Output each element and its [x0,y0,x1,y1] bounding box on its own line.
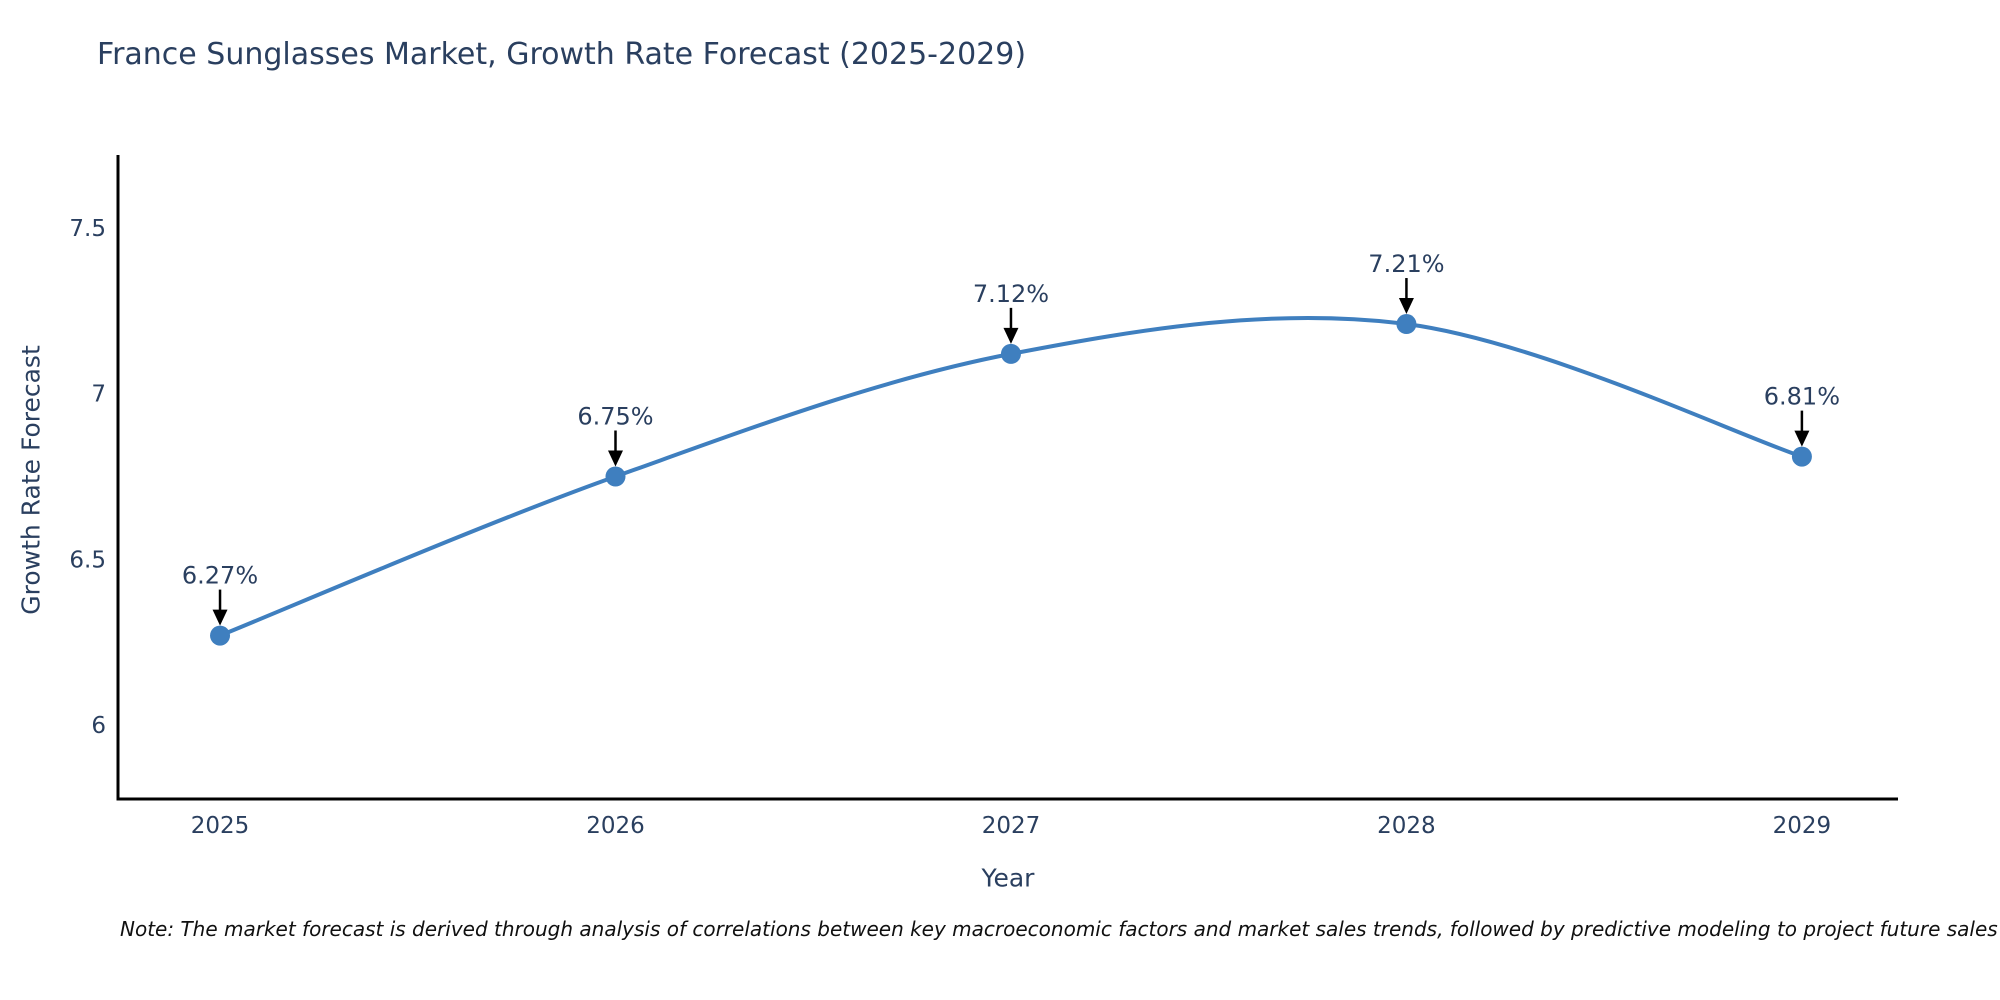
annotation-label: 6.81% [1764,383,1840,411]
annotation-label: 6.27% [182,562,258,590]
series-line [218,315,1804,638]
data-point-marker [1791,446,1812,467]
annotation-arrowhead [1794,430,1810,447]
data-point-marker [1000,343,1021,364]
annotation-label: 6.75% [577,403,653,431]
data-point-marker [210,625,231,646]
data-point-marker [605,466,626,487]
x-tick-label: 2026 [586,813,645,839]
data-point-marker [1396,314,1417,335]
x-tick-label: 2025 [191,813,250,839]
y-tick-label: 6.5 [69,547,106,573]
annotation-arrowhead [607,450,623,467]
chart-title: France Sunglasses Market, Growth Rate Fo… [97,37,1027,72]
footnote: Note: The market forecast is derived thr… [120,917,1998,941]
y-tick-label: 7 [91,382,106,408]
annotation-label: 7.12% [973,280,1049,308]
x-tick-label: 2029 [1773,813,1832,839]
y-tick-label: 6 [91,713,106,739]
annotation-arrowhead [1398,298,1414,315]
x-axis-title: Year [981,863,1035,893]
y-tick-label: 7.5 [69,216,106,242]
x-tick-label: 2028 [1377,813,1436,839]
x-tick-label: 2027 [982,813,1041,839]
annotation-arrowhead [212,609,228,626]
annotation-label: 7.21% [1368,250,1444,278]
annotation-arrowhead [1003,327,1019,344]
y-axis-title: Growth Rate Forecast [16,345,46,615]
